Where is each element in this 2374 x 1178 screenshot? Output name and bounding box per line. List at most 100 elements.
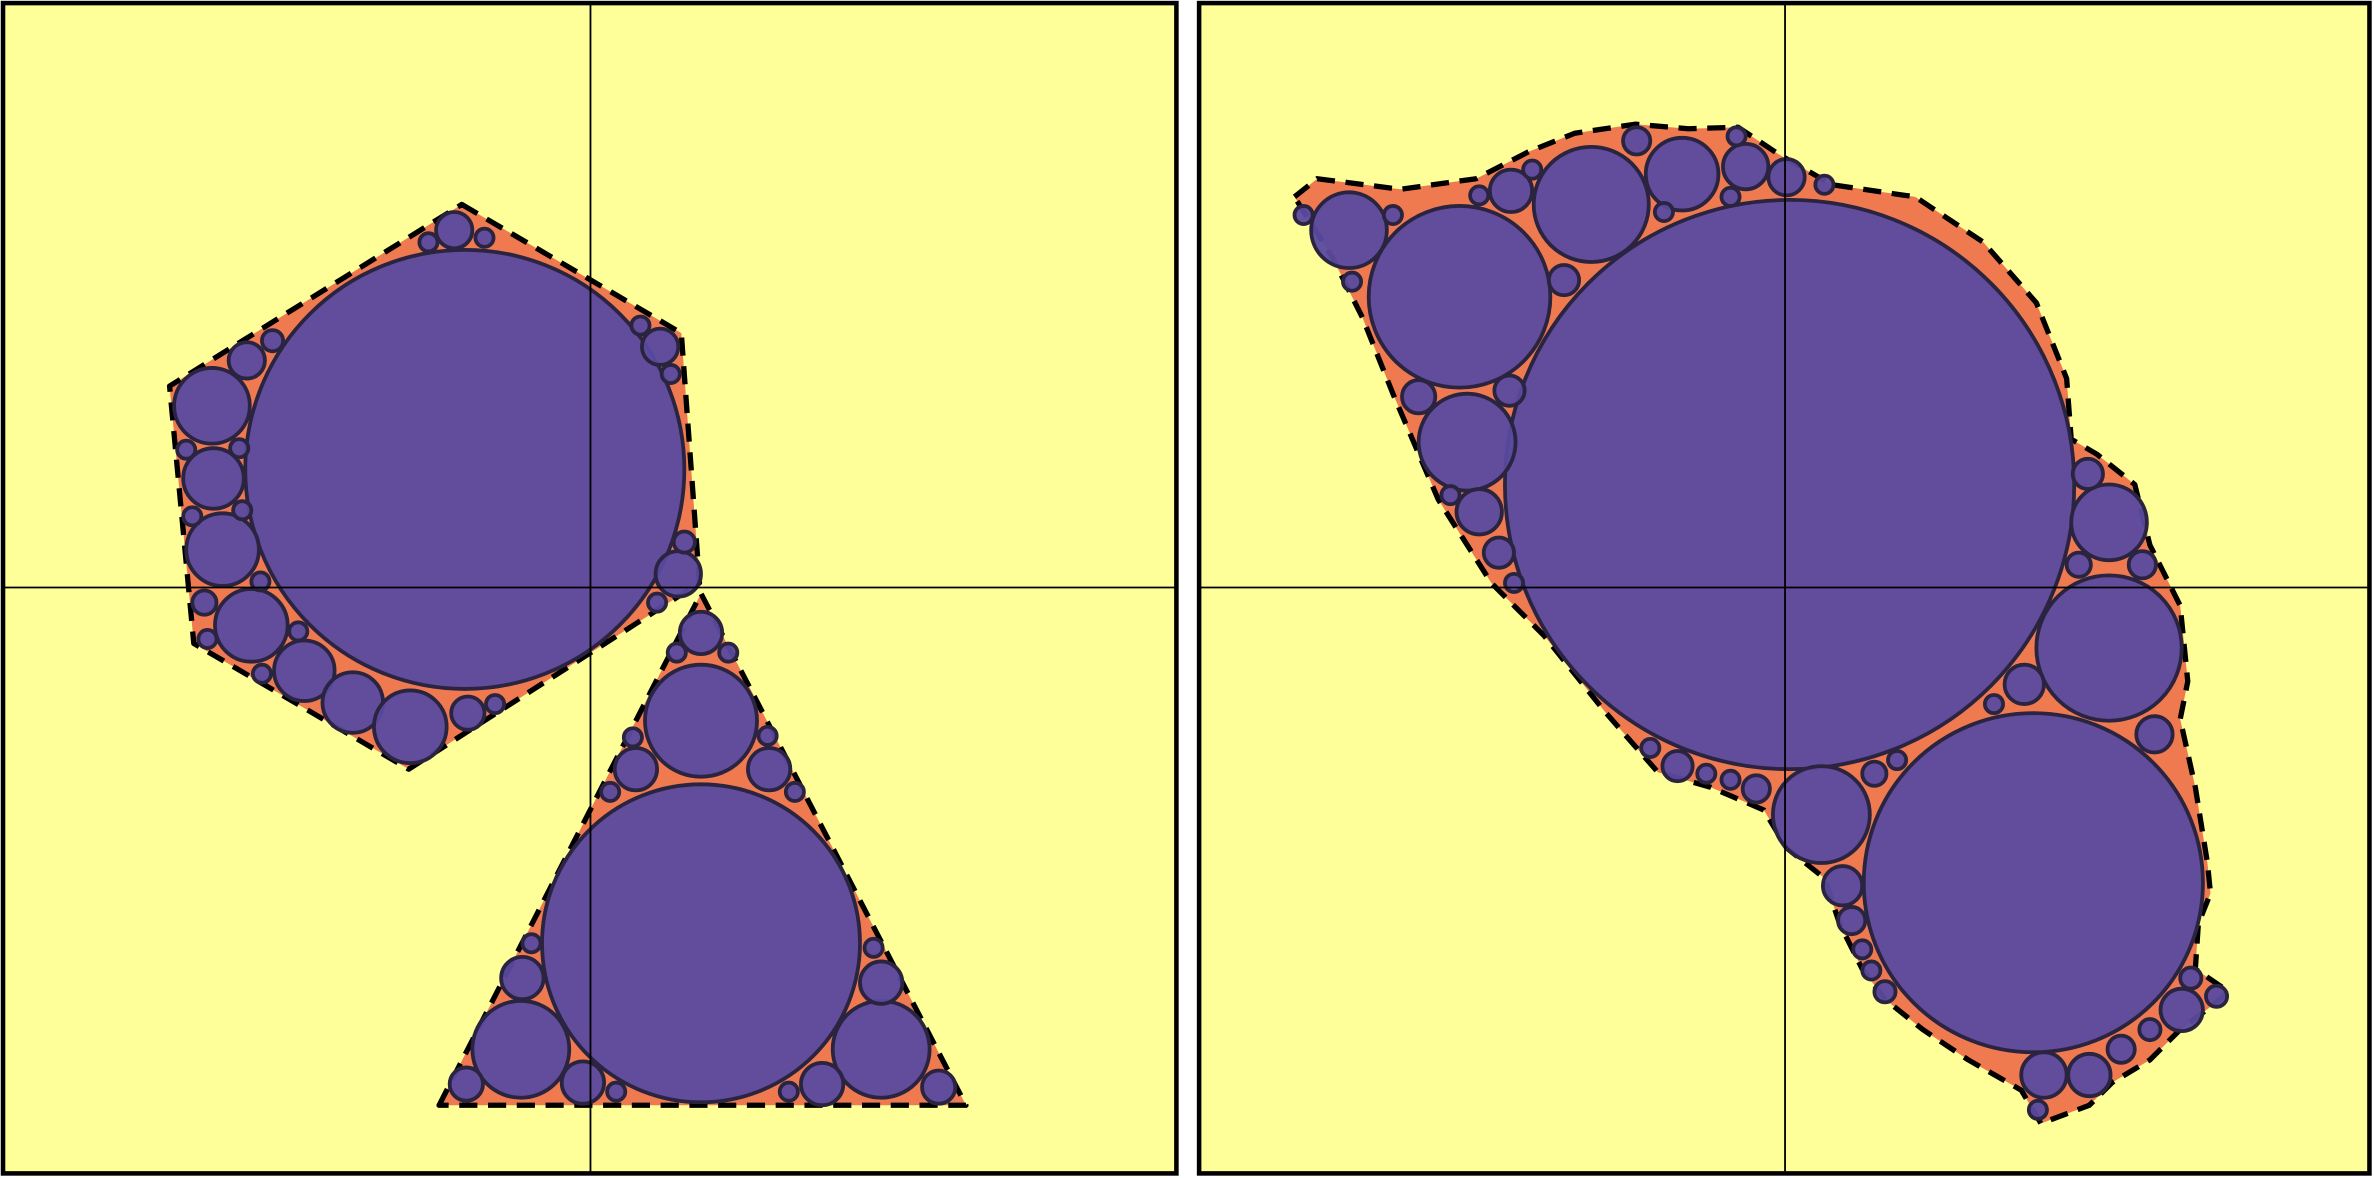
packed-circle [643, 662, 759, 779]
packed-circle [1309, 190, 1389, 270]
packed-circle [1366, 204, 1553, 390]
packed-circle [2137, 1017, 2163, 1043]
packed-circle [677, 609, 725, 656]
packed-circle [231, 499, 254, 522]
packed-circle [243, 247, 687, 691]
packed-circle [599, 780, 622, 803]
packed-circle [2158, 986, 2205, 1033]
packed-circle [640, 326, 681, 367]
packed-circle [1381, 204, 1404, 227]
packed-circle [1719, 768, 1742, 791]
packed-circle [1468, 184, 1491, 207]
packed-circle [1771, 764, 1872, 865]
packed-circle [499, 955, 546, 1002]
packed-circle [249, 570, 272, 593]
packed-circle [1813, 173, 1836, 196]
packed-circle [2026, 1098, 2049, 1121]
packed-circle [470, 998, 572, 1100]
packed-circle [783, 780, 806, 803]
packed-circle [1861, 711, 2205, 1055]
packed-circle [2069, 482, 2149, 563]
packed-circle [372, 688, 449, 766]
packed-circle [287, 620, 310, 643]
packed-circle [1851, 938, 1874, 961]
packed-circle [2134, 714, 2175, 755]
packed-circle [447, 1065, 485, 1103]
packed-circle [1766, 157, 1807, 198]
packed-circle [434, 210, 475, 251]
packed-circle [746, 746, 793, 793]
packed-circle [1886, 749, 1909, 772]
packed-circle [1725, 125, 1748, 148]
packed-circle [250, 662, 273, 685]
packed-circle [2019, 1050, 2069, 1100]
packed-circle [1860, 959, 1883, 982]
packed-circle [1719, 185, 1742, 208]
packed-circle [172, 366, 252, 446]
packed-circle [417, 231, 440, 254]
packed-circle [1400, 378, 1438, 416]
packed-circle [196, 627, 219, 650]
packed-circle [1492, 373, 1527, 408]
packed-circle [2002, 662, 2046, 706]
packed-circle [830, 998, 932, 1100]
packed-circle [1821, 864, 1865, 908]
packed-circle [1639, 736, 1662, 759]
packed-circle [1721, 141, 1771, 192]
packed-circle [659, 363, 682, 385]
packed-circle [2126, 549, 2158, 581]
packed-circle [1531, 145, 1651, 264]
packed-circle [1695, 762, 1718, 785]
packed-circle [671, 529, 697, 555]
packed-circle [1503, 571, 1526, 594]
packed-circle [520, 932, 543, 955]
packed-circle [646, 591, 669, 614]
packed-circle [1341, 270, 1364, 293]
packed-circle [612, 746, 659, 793]
packed-circle [2064, 550, 2093, 579]
packed-circle [629, 314, 652, 337]
packed-circle [756, 724, 779, 747]
packed-circle [226, 340, 267, 381]
packed-circle [1860, 759, 1889, 788]
packed-circle [1643, 135, 1721, 213]
packed-circle [449, 694, 487, 732]
packed-circle [1983, 693, 2005, 716]
packed-circle [653, 549, 703, 599]
packed-circle [862, 936, 885, 959]
packed-circle [1439, 484, 1462, 507]
packed-circle [1836, 905, 1868, 937]
packed-circle [605, 1080, 628, 1103]
packed-circle [1454, 487, 1504, 537]
packed-circle [777, 1080, 800, 1103]
packed-circle [1546, 263, 1582, 298]
packed-circle [473, 226, 496, 249]
packed-circle [799, 1060, 846, 1108]
packed-circle [920, 1068, 958, 1106]
packed-circle [260, 328, 286, 354]
packed-circle [484, 693, 507, 716]
packed-circle [2070, 456, 2105, 491]
circle-packing [172, 125, 2230, 1121]
packed-circle [190, 588, 219, 617]
packed-circle [1740, 773, 1772, 805]
packed-circle [2066, 1051, 2113, 1099]
packed-circle [2105, 1033, 2137, 1065]
packed-circle [1872, 979, 1898, 1005]
packed-circle [1652, 201, 1675, 223]
packed-circle [858, 959, 905, 1006]
packed-circle [181, 505, 204, 528]
packed-circle [621, 726, 644, 749]
packed-circle [1621, 125, 1653, 157]
packed-circle [559, 1059, 606, 1106]
packed-circle [2178, 965, 2204, 991]
packed-circle [665, 641, 688, 664]
packed-circle [717, 641, 740, 664]
packed-circle [1521, 158, 1544, 181]
packed-circle [213, 587, 290, 664]
packed-circle [2204, 983, 2230, 1009]
packed-circle [1660, 749, 1695, 784]
packed-circle [184, 511, 261, 588]
